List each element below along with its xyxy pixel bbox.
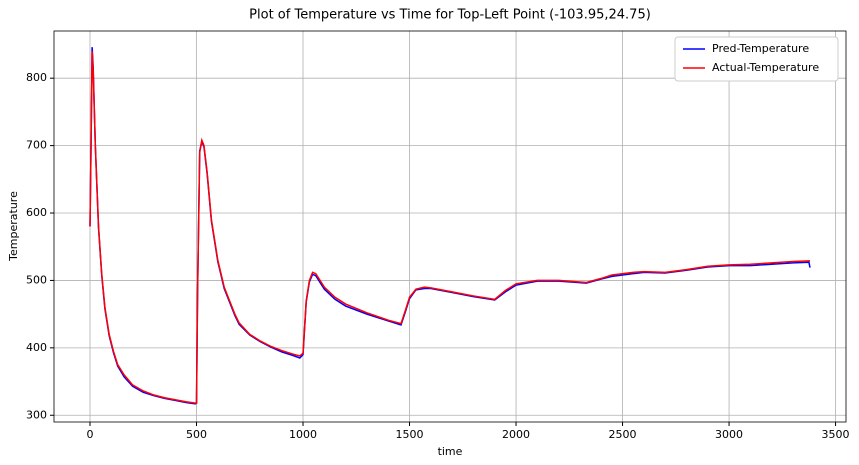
chart-title: Plot of Temperature vs Time for Top-Left… bbox=[249, 8, 651, 23]
x-tick-label: 1500 bbox=[396, 428, 424, 441]
x-tick-label: 2500 bbox=[609, 428, 637, 441]
x-axis-label: time bbox=[438, 445, 463, 458]
y-tick-label: 800 bbox=[26, 71, 47, 84]
line-series bbox=[89, 51, 810, 404]
y-axis-label: Temperature bbox=[7, 191, 20, 262]
y-tick-label: 500 bbox=[26, 273, 47, 286]
x-tick-label: 3500 bbox=[822, 428, 850, 441]
x-tick-label: 3000 bbox=[715, 428, 743, 441]
x-tick-label: 2000 bbox=[502, 428, 530, 441]
legend-box bbox=[674, 36, 839, 82]
y-tick-label: 600 bbox=[26, 206, 47, 219]
x-tick-label: 500 bbox=[186, 428, 207, 441]
y-tick-label: 700 bbox=[26, 139, 47, 152]
y-tick-label: 400 bbox=[26, 341, 47, 354]
plot-frame bbox=[53, 30, 847, 423]
legend-label: Pred-Temperature bbox=[712, 42, 809, 55]
x-tick-label: 0 bbox=[87, 428, 94, 441]
legend-label: Actual-Temperature bbox=[712, 61, 819, 74]
x-tick-label: 1000 bbox=[289, 428, 317, 441]
y-tick-label: 300 bbox=[26, 408, 47, 421]
